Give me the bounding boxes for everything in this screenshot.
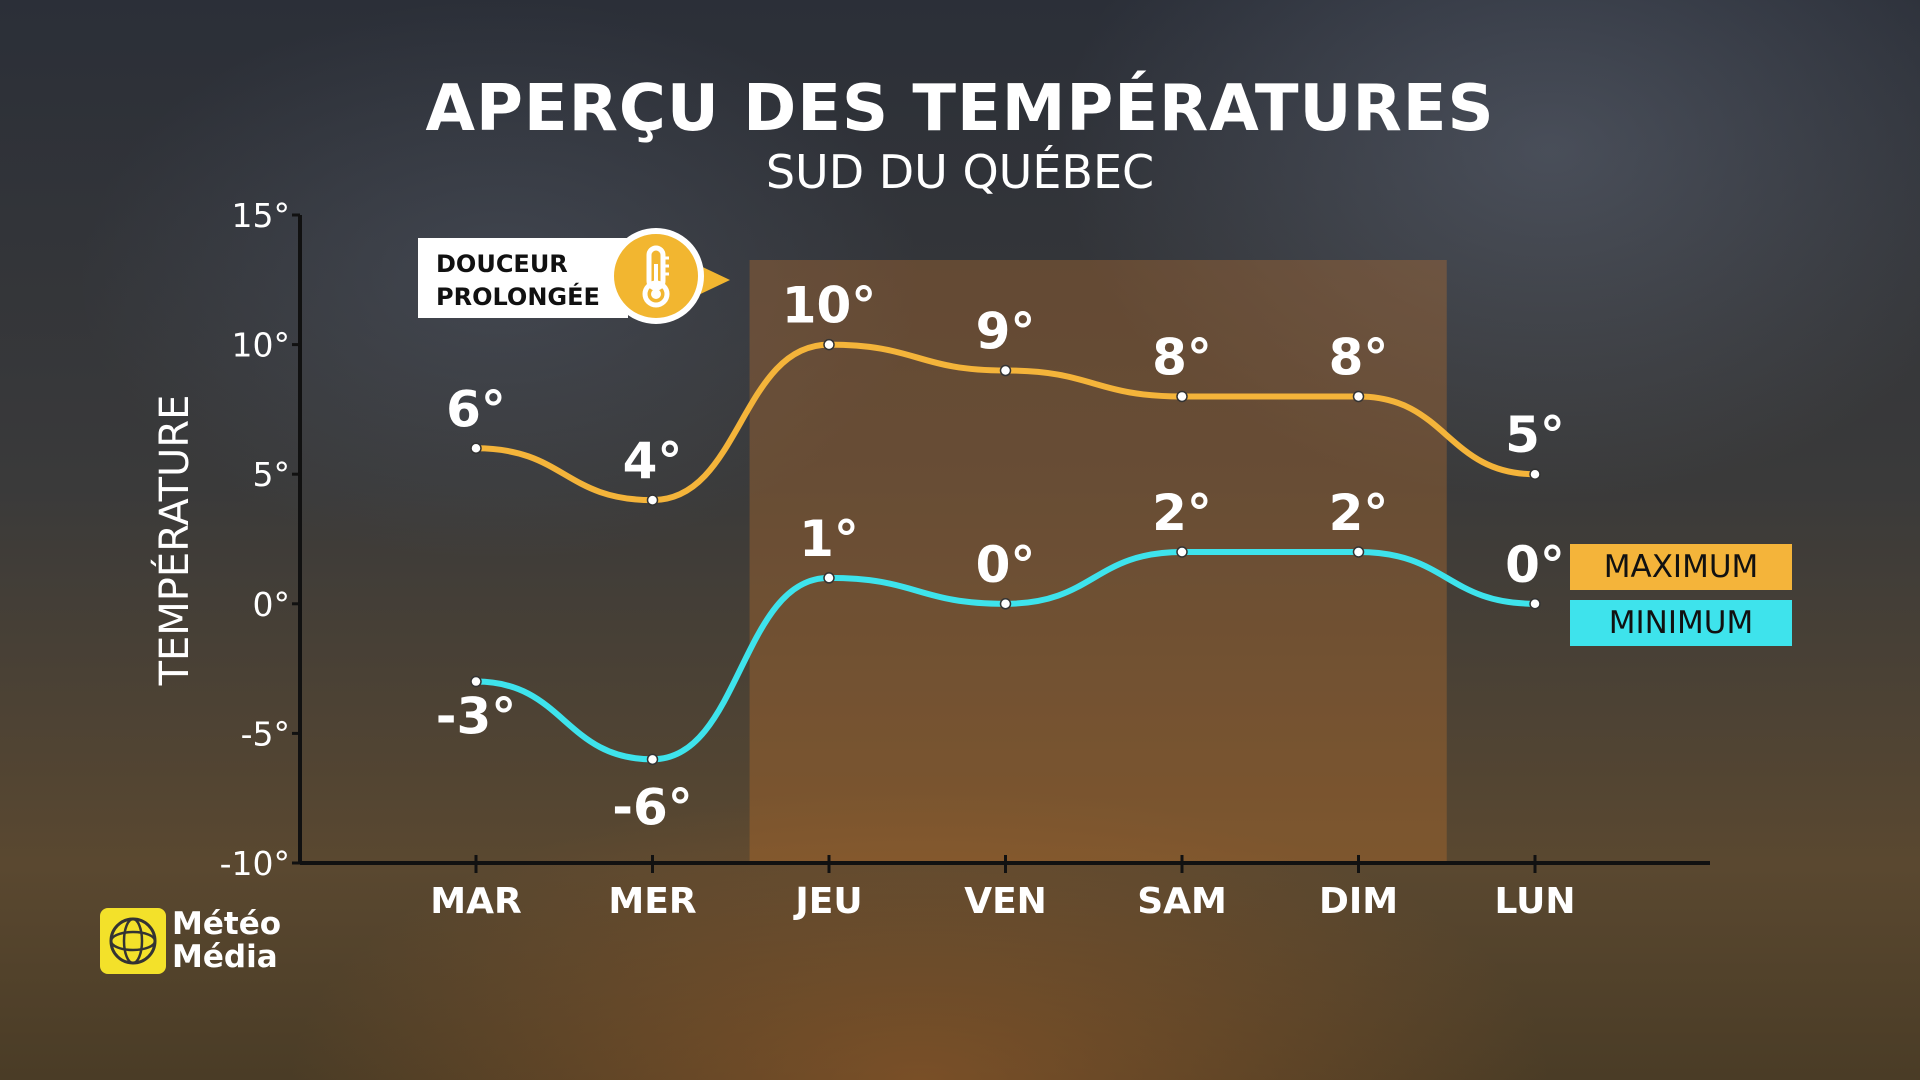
y-tick-labels: 15° 10° 5° 0° -5° -10° <box>220 196 290 883</box>
y-tick-label: -10° <box>220 844 290 883</box>
highlight-period <box>749 260 1447 863</box>
x-tick-label: MAR <box>430 881 521 922</box>
x-tick-label: LUN <box>1494 881 1575 922</box>
data-point <box>1529 468 1541 480</box>
callout-line2: PROLONGÉE <box>436 283 600 311</box>
data-point <box>999 598 1012 610</box>
data-label: 10° <box>782 277 877 335</box>
data-point <box>823 338 835 351</box>
data-point <box>646 494 659 506</box>
data-point <box>646 753 659 766</box>
data-label: 1° <box>799 510 859 568</box>
data-point <box>1529 598 1541 610</box>
data-point <box>1176 546 1188 558</box>
y-tick-label: 15° <box>232 196 291 235</box>
y-axis-label: TEMPÉRATURE <box>152 394 198 686</box>
data-label: -3° <box>436 688 517 746</box>
logo-line1: Météo <box>172 906 282 942</box>
callout-line1: DOUCEUR <box>436 250 568 278</box>
chart-title: APERÇU DES TEMPÉRATURES <box>425 72 1495 146</box>
data-point <box>470 442 482 455</box>
legend-maximum: MAXIMUM <box>1570 544 1792 590</box>
chart-axes <box>292 213 1710 873</box>
legend-minimum: MINIMUM <box>1570 600 1792 646</box>
x-tick-label: DIM <box>1319 881 1398 922</box>
data-label: -6° <box>612 778 693 836</box>
y-tick-label: 0° <box>253 585 291 624</box>
y-tick-label: -5° <box>241 714 290 753</box>
data-label: 0° <box>1505 536 1565 594</box>
data-point <box>999 364 1012 377</box>
callout-label: DOUCEUR PROLONGÉE <box>418 238 628 318</box>
x-tick-labels: MAR MER JEU VEN SAM DIM LUN <box>430 881 1575 922</box>
x-tick-label: MER <box>608 881 696 922</box>
logo-line2: Média <box>172 939 278 975</box>
chart-subtitle: SUD DU QUÉBEC <box>765 145 1155 199</box>
data-point <box>1176 390 1188 403</box>
data-label: 0° <box>976 536 1036 594</box>
data-label: 8° <box>1152 328 1212 386</box>
data-label: 2° <box>1329 484 1389 542</box>
x-tick-label: JEU <box>792 881 862 922</box>
data-point <box>1352 390 1365 403</box>
data-label: 8° <box>1329 328 1389 386</box>
series-points <box>470 338 1541 766</box>
meteomedia-logo-icon <box>100 908 166 974</box>
data-label: 4° <box>623 432 683 490</box>
y-tick-label: 10° <box>232 326 291 365</box>
data-point <box>1352 546 1365 558</box>
data-label: 9° <box>976 303 1036 361</box>
data-point <box>470 675 482 688</box>
data-label: 5° <box>1505 406 1565 464</box>
x-tick-label: SAM <box>1137 881 1227 922</box>
data-point <box>823 572 835 584</box>
thermometer-icon <box>608 228 704 324</box>
x-tick-label: VEN <box>964 881 1047 922</box>
data-label: 6° <box>446 380 506 438</box>
y-tick-label: 5° <box>253 455 291 494</box>
data-label: 2° <box>1152 484 1212 542</box>
data-labels: 6° 4° 10° 9° 8° 8° 5° -3° -6° 1° 0° 2° 2° 0° <box>436 277 1565 837</box>
meteomedia-logo-text: Météo Média <box>172 908 281 974</box>
